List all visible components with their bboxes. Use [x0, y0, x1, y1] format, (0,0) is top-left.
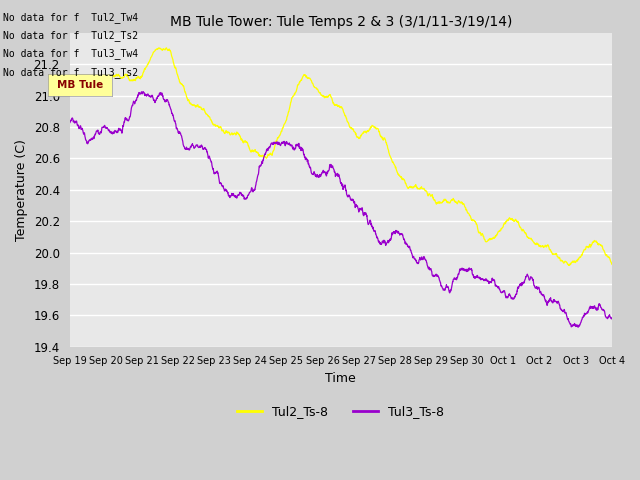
- Text: No data for f  Tul2_Ts2: No data for f Tul2_Ts2: [3, 30, 138, 41]
- Tul2_Ts-8: [493, 232, 500, 238]
- Tul2_Ts-8: [565, 263, 573, 268]
- Tul2_Ts-8: [93, 82, 101, 87]
- Line: Tul3_Ts-8: Tul3_Ts-8: [70, 92, 612, 327]
- Tul2_Ts-8: [316, 89, 323, 95]
- Tul2_Ts-8: [593, 240, 600, 245]
- Line: Tul2_Ts-8: Tul2_Ts-8: [70, 48, 612, 265]
- Tul3_Ts-8: [593, 307, 600, 312]
- Text: MB Tule: MB Tule: [57, 80, 103, 90]
- Tul2_Ts-8: [593, 240, 600, 245]
- Tul3_Ts-8: [93, 128, 101, 134]
- X-axis label: Time: Time: [325, 372, 356, 385]
- Text: No data for f  Tul3_Tw4: No data for f Tul3_Tw4: [3, 48, 138, 60]
- Tul3_Ts-8: [593, 307, 600, 313]
- Legend: Tul2_Ts-8, Tul3_Ts-8: Tul2_Ts-8, Tul3_Ts-8: [232, 400, 449, 423]
- Text: No data for f  Tul2_Tw4: No data for f Tul2_Tw4: [3, 12, 138, 23]
- Tul3_Ts-8: [493, 284, 500, 289]
- Tul3_Ts-8: [140, 89, 147, 95]
- Tul3_Ts-8: [316, 173, 323, 179]
- Tul3_Ts-8: [608, 315, 616, 321]
- Text: No data for f  Tul3_Ts2: No data for f Tul3_Ts2: [3, 67, 138, 78]
- Tul2_Ts-8: [163, 45, 170, 51]
- Tul2_Ts-8: [330, 101, 337, 107]
- Y-axis label: Temperature (C): Temperature (C): [15, 139, 28, 241]
- Tul3_Ts-8: [330, 166, 337, 172]
- Tul2_Ts-8: [608, 262, 616, 267]
- Tul3_Ts-8: [574, 324, 582, 330]
- Tul3_Ts-8: [66, 120, 74, 126]
- Tul2_Ts-8: [66, 86, 74, 92]
- Title: MB Tule Tower: Tule Temps 2 & 3 (3/1/11-3/19/14): MB Tule Tower: Tule Temps 2 & 3 (3/1/11-…: [170, 15, 512, 29]
